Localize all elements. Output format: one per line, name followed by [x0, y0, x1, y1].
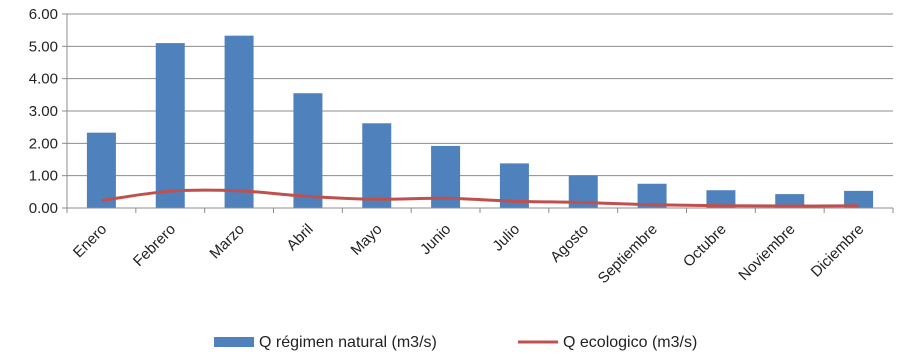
bar-noviembre	[775, 194, 805, 208]
x-tick-label: Diciembre	[808, 221, 868, 281]
x-tick-label: Junio	[417, 221, 454, 258]
x-tick-label: Octubre	[680, 221, 730, 271]
x-tick-label: Febrero	[130, 221, 179, 270]
x-tick-label: Mayo	[348, 221, 386, 259]
y-tick-label: 4.00	[29, 71, 58, 88]
legend-label-natural: Q régimen natural (m3/s)	[259, 334, 437, 351]
x-axis: Enero Febrero Marzo Abril Mayo Junio Julio Agos…	[66, 207, 894, 287]
bar-series	[86, 35, 874, 209]
line-series	[101, 188, 859, 208]
ecologico-line	[101, 188, 859, 208]
y-tick-label: 3.00	[29, 103, 58, 120]
grid-lines	[67, 13, 893, 209]
bar-mayo	[362, 123, 392, 208]
x-tick-label: Agosto	[547, 221, 592, 266]
y-tick-label: 5.00	[29, 38, 58, 55]
x-tick-label: Enero	[70, 221, 110, 261]
bar-enero	[86, 132, 116, 208]
y-axis: 0.00 1.00 2.00 3.00 4.00 5.00 6.00	[29, 6, 68, 217]
y-tick-label: 1.00	[29, 168, 58, 185]
bar-octubre	[706, 190, 736, 208]
y-tick-label: 2.00	[29, 135, 58, 152]
bar-diciembre	[844, 190, 874, 208]
x-tick-label: Noviembre	[735, 221, 798, 284]
y-tick-label: 0.00	[29, 200, 58, 217]
legend-label-ecologico: Q ecologico (m3/s)	[563, 334, 697, 351]
x-tick-label: Julio	[489, 221, 523, 255]
x-tick-label: Abril	[284, 221, 317, 254]
legend-swatch-natural	[214, 337, 254, 347]
bar-febrero	[155, 43, 185, 208]
x-tick-label: Marzo	[206, 221, 247, 262]
y-tick-label: 6.00	[29, 6, 58, 23]
bar-marzo	[224, 35, 254, 209]
bar-abril	[293, 93, 323, 208]
x-tick-label: Septiembre	[595, 221, 661, 287]
legend: Q régimen natural (m3/s) Q ecologico (m3/…	[214, 334, 697, 351]
